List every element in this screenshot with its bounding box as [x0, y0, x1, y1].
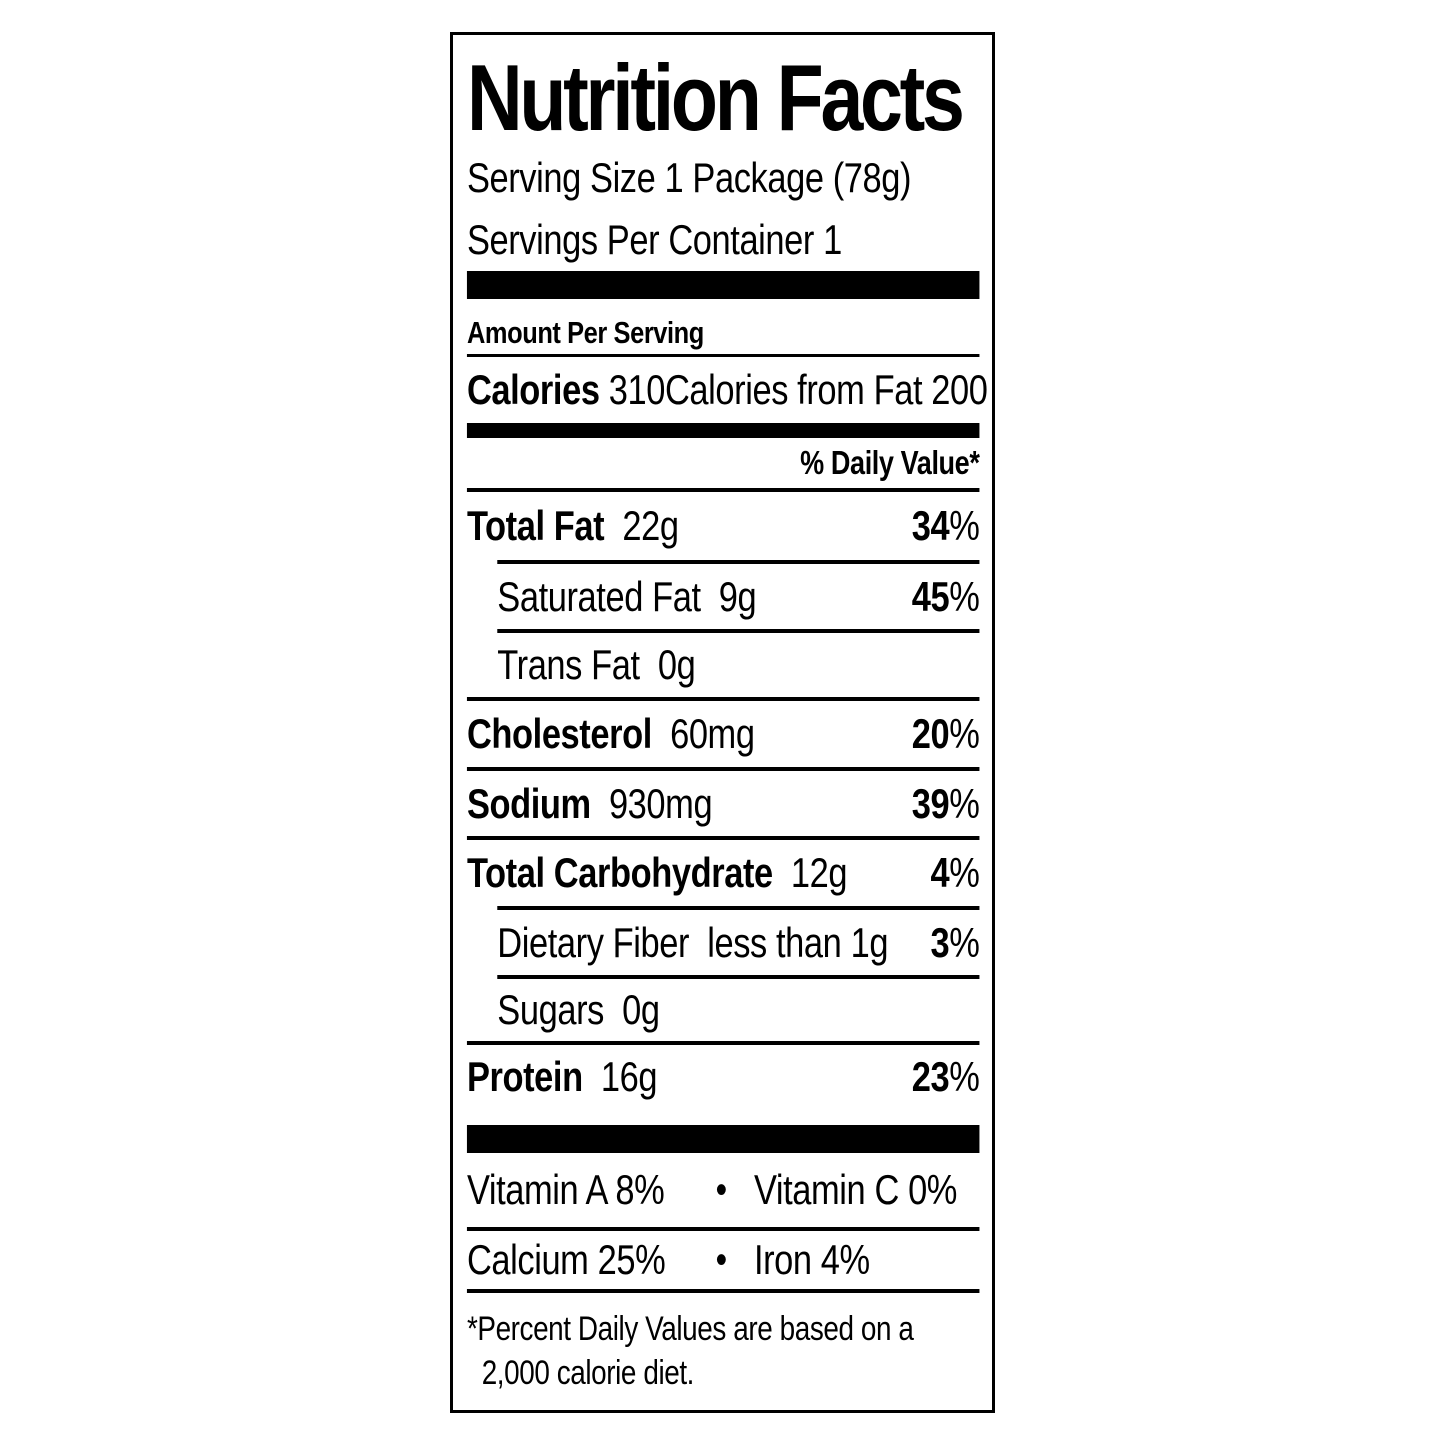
- vitamin-c-value: Vitamin C 0%: [753, 1166, 958, 1213]
- nutrient-label: Sodium 930mg: [466, 779, 713, 827]
- footnote-line-1: *Percent Daily Values are based on a: [466, 1310, 914, 1348]
- bullet-separator: •: [715, 1237, 727, 1282]
- nutrient-row-cholesterol: Cholesterol 60mg 20%: [466, 697, 980, 767]
- daily-value: 23%: [911, 1053, 980, 1100]
- vitamin-row-calcium-iron: Calcium 25% • Iron 4%: [466, 1231, 980, 1293]
- divider-bar-bottom: [466, 1125, 980, 1153]
- nutrient-label: Saturated Fat 9g: [497, 572, 757, 620]
- footnote-line-2: 2,000 calorie diet.: [481, 1354, 695, 1392]
- calories-value: Calories 310: [467, 366, 665, 414]
- calories-row: Calories 310 Calories from Fat 200: [467, 357, 988, 423]
- nutrient-label: Total Carbohydrate 12g: [466, 849, 848, 896]
- nutrient-label: Sugars 0g: [497, 986, 660, 1033]
- calories-amount: 310: [608, 366, 666, 413]
- nutrient-row-protein: Protein 16g 23%: [466, 1041, 980, 1125]
- nutrient-row-sodium: Sodium 930mg 39%: [466, 767, 980, 836]
- footnote: *Percent Daily Values are based on a 2,0…: [467, 1293, 980, 1395]
- daily-value: 39%: [911, 779, 980, 827]
- vitamin-a-value: Vitamin A 8%: [466, 1166, 665, 1213]
- label-content: Nutrition Facts Serving Size 1 Package (…: [453, 49, 992, 1395]
- divider-bar-calories: [466, 423, 980, 438]
- daily-value: 4%: [930, 849, 980, 896]
- nutrient-label: Protein 16g: [466, 1053, 658, 1100]
- nutrient-row-total-fat: Total Fat 22g 34%: [467, 492, 980, 560]
- servings-per-container-line: Servings Per Container 1: [466, 216, 842, 263]
- nutrient-label: Dietary Fiber less than 1g: [497, 918, 889, 966]
- nutrient-row-dietary-fiber: Dietary Fiber less than 1g 3%: [497, 906, 980, 975]
- nutrient-label: Cholesterol 60mg: [466, 710, 755, 757]
- vitamin-row-a-c: Vitamin A 8% • Vitamin C 0%: [466, 1153, 980, 1231]
- nutrition-facts-label: Nutrition Facts Serving Size 1 Package (…: [450, 32, 995, 1413]
- daily-value: 3%: [930, 918, 980, 966]
- calories-from-fat-label: Calories from Fat: [664, 366, 923, 413]
- calcium-value: Calcium 25%: [466, 1236, 666, 1283]
- nutrient-row-total-carbohydrate: Total Carbohydrate 12g 4%: [466, 836, 980, 906]
- nutrient-label: Total Fat 22g: [466, 502, 679, 549]
- amount-per-serving-heading: Amount Per Serving: [466, 299, 980, 357]
- iron-value: Iron 4%: [753, 1236, 870, 1283]
- daily-value: 45%: [911, 572, 980, 620]
- calories-from-fat: Calories from Fat 200: [665, 366, 988, 414]
- daily-value-header: % Daily Value*: [466, 438, 980, 492]
- serving-size-line: Serving Size 1 Package (78g): [466, 154, 912, 201]
- calories-from-fat-value: 200: [931, 366, 988, 413]
- bullet-separator: •: [715, 1167, 727, 1212]
- nutrient-row-trans-fat: Trans Fat 0g: [497, 629, 980, 697]
- nutrient-row-sugars: Sugars 0g: [497, 975, 980, 1041]
- nutrient-label: Trans Fat 0g: [497, 641, 696, 688]
- daily-value: 34%: [911, 502, 980, 549]
- daily-value: 20%: [911, 710, 980, 757]
- divider-bar-top: [466, 271, 980, 299]
- label-title: Nutrition Facts: [466, 45, 965, 150]
- calories-label: Calories: [466, 366, 600, 413]
- nutrient-row-saturated-fat: Saturated Fat 9g 45%: [497, 560, 980, 629]
